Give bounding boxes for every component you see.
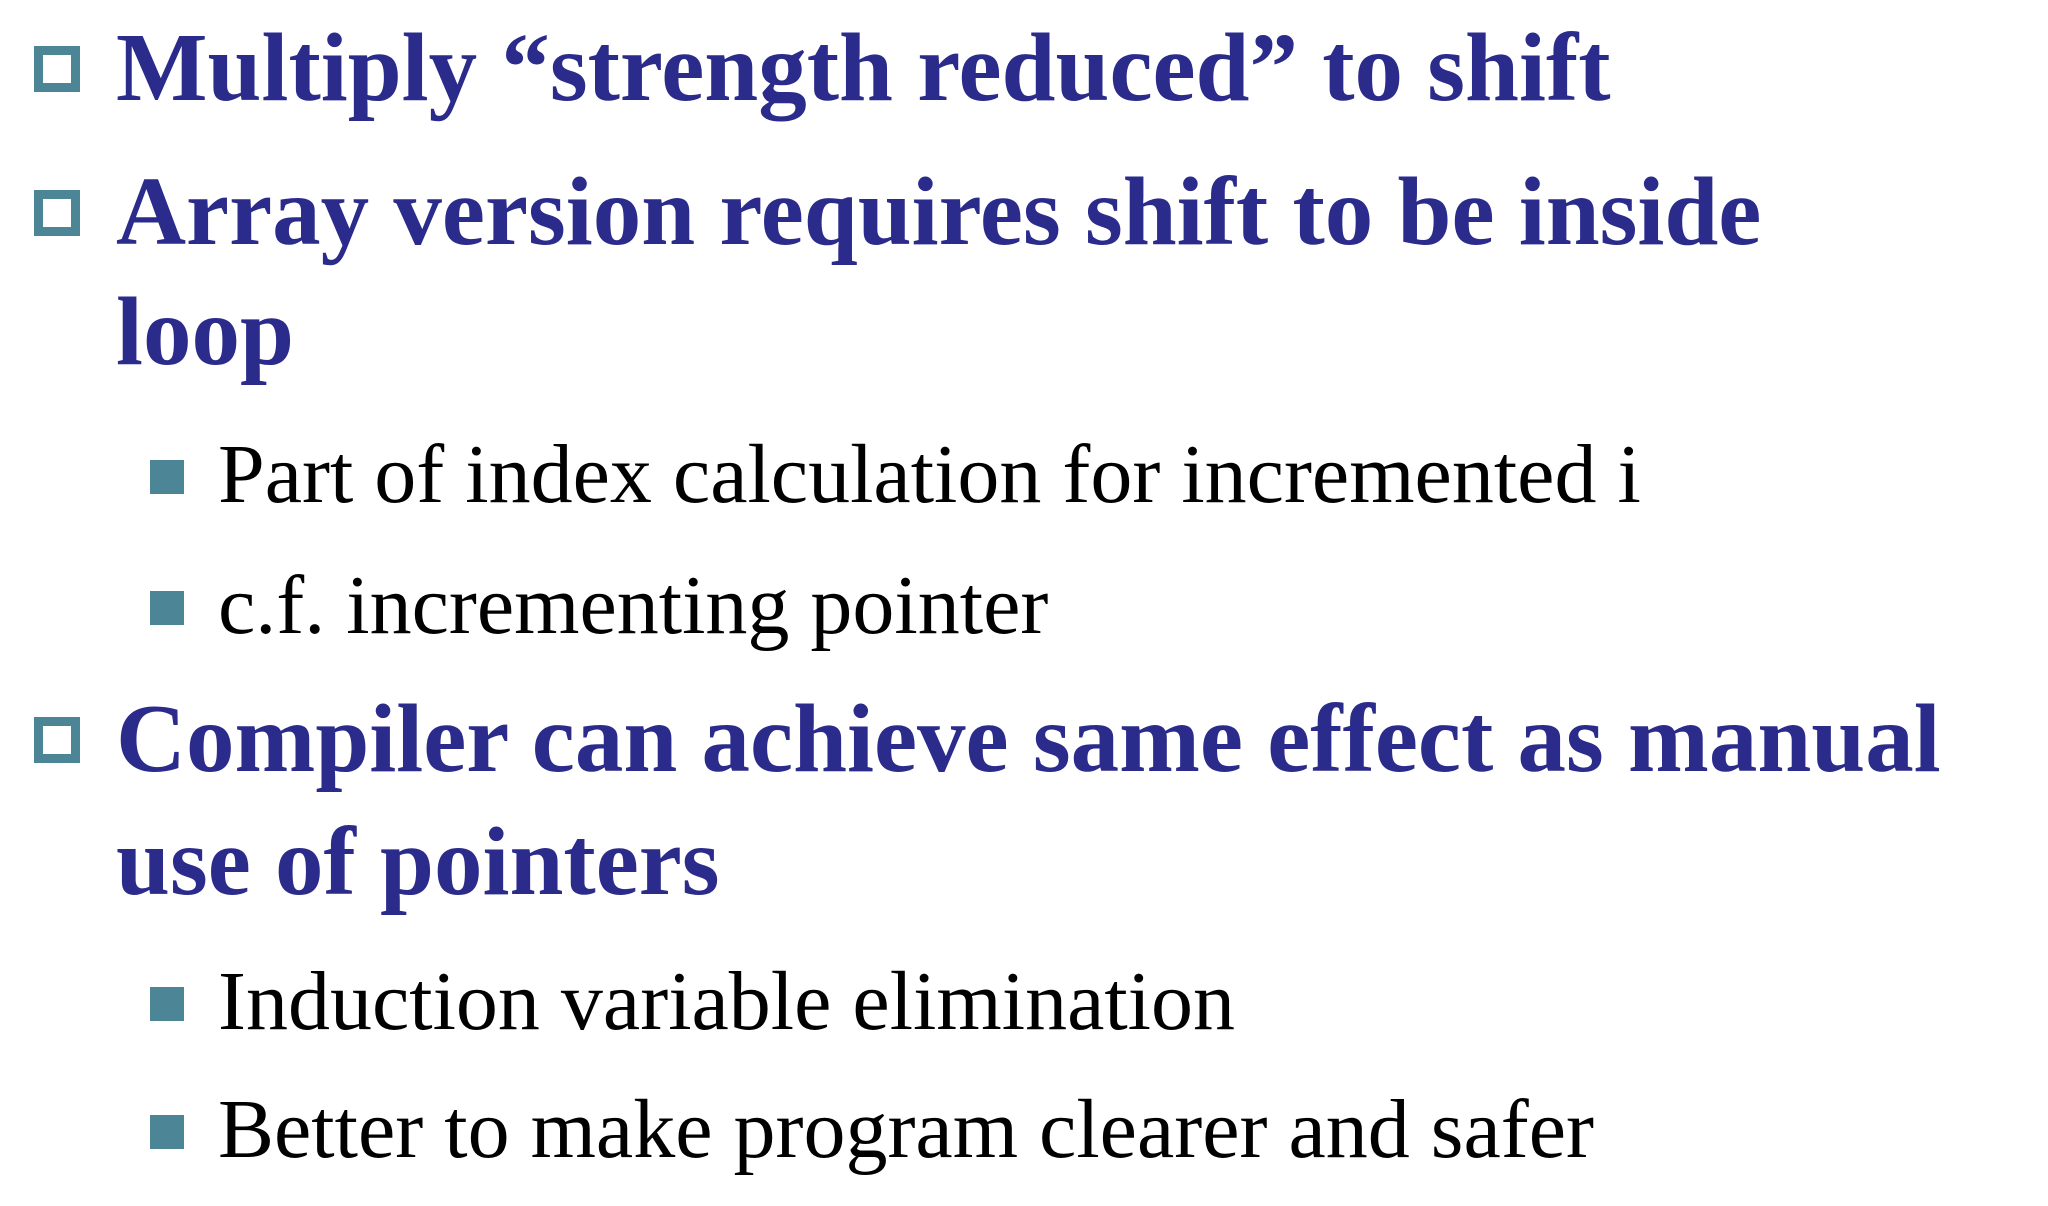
- bullet-2-line-1: Array version requires shift to be insid…: [116, 158, 1762, 265]
- bullet-2-line-2: loop: [116, 278, 294, 385]
- bullet-3-line-2: use of pointers: [116, 808, 720, 915]
- hollow-square-bullet-icon: [34, 190, 80, 236]
- filled-square-bullet-icon: [150, 987, 184, 1021]
- sub-bullet-2-1: Part of index calculation for incremente…: [218, 428, 1641, 521]
- filled-square-bullet-icon: [150, 591, 184, 625]
- filled-square-bullet-icon: [150, 1115, 184, 1149]
- hollow-square-bullet-icon: [34, 46, 80, 92]
- bullet-3-line-1: Compiler can achieve same effect as manu…: [116, 685, 1941, 792]
- hollow-square-bullet-icon: [34, 717, 80, 763]
- sub-bullet-3-2: Better to make program clearer and safer: [218, 1083, 1594, 1176]
- sub-bullet-2-2: c.f. incrementing pointer: [218, 559, 1049, 652]
- bullet-1-line-1: Multiply “strength reduced” to shift: [116, 14, 1611, 121]
- filled-square-bullet-icon: [150, 460, 184, 494]
- sub-bullet-3-1: Induction variable elimination: [218, 955, 1236, 1048]
